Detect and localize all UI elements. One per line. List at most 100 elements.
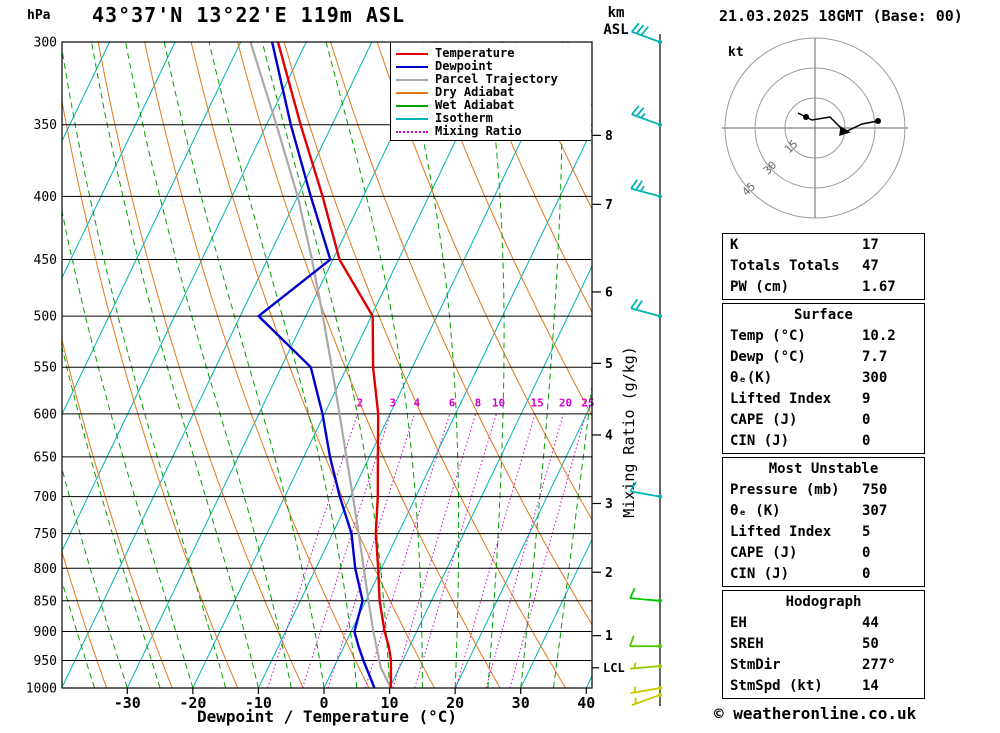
stats-row-label: Lifted Index (730, 524, 832, 540)
stats-row-label: Totals Totals (730, 258, 840, 274)
stats-row-value: 0 (862, 433, 871, 449)
stats-row-value: 44 (862, 615, 879, 631)
stats-row: Lifted Index 9 (723, 389, 924, 410)
svg-text:20: 20 (559, 397, 572, 410)
km-axis: 1 2 3 4 5 6 7 8 LCL (592, 129, 625, 675)
svg-text:450: 450 (34, 253, 57, 268)
stats-row-value: 277° (862, 657, 896, 673)
stats-row-value: 47 (862, 258, 879, 274)
svg-text:3: 3 (605, 497, 613, 512)
svg-text:750: 750 (34, 527, 57, 542)
stats-row: Dewp (°C) 7.7 (723, 347, 924, 368)
svg-text:8: 8 (605, 129, 613, 144)
wind-barb (631, 22, 662, 44)
svg-text:25: 25 (581, 397, 594, 410)
wind-barb (629, 587, 662, 603)
legend-item-label: Temperature (435, 46, 515, 60)
legend-item: Mixing Ratio (396, 124, 591, 138)
legend: Temperature Dewpoint Parcel Trajectory Dry … (390, 43, 591, 141)
parcel-trajectory-curve (249, 42, 392, 688)
stats-row-label: StmDir (730, 657, 781, 673)
svg-text:500: 500 (34, 310, 57, 325)
date-header: 21.03.2025 18GMT (Base: 00) (719, 7, 963, 25)
stats-row-label: Lifted Index (730, 391, 832, 407)
legend-item: Wet Adiabat (396, 98, 591, 112)
svg-text:6: 6 (449, 397, 456, 410)
svg-text:4: 4 (413, 397, 420, 410)
km-axis-unit: km ASL (596, 5, 636, 39)
stats-row-value: 1.67 (862, 279, 896, 295)
svg-text:800: 800 (34, 562, 57, 577)
stats-row-label: θₑ (K) (730, 503, 781, 519)
svg-text:850: 850 (34, 594, 57, 609)
isotherm-lines (62, 42, 592, 688)
km-axis-unit-km: km (607, 5, 625, 21)
hodograph-trace (797, 112, 879, 133)
hodograph-trace-dot (803, 114, 809, 120)
plot-border (61, 41, 593, 689)
svg-text:-10: -10 (245, 694, 272, 712)
stats-row: Temp (°C) 10.2 (723, 326, 924, 347)
stats-row-label: Pressure (mb) (730, 482, 840, 498)
stats-row: K 17 (723, 235, 924, 256)
hodograph-trace-dot (875, 118, 881, 124)
legend-line-swatch (396, 91, 428, 94)
stats-row-value: 7.7 (862, 349, 888, 365)
svg-text:1000: 1000 (26, 682, 57, 697)
wind-barb (631, 105, 662, 127)
pressure-axis-unit: hPa (27, 8, 51, 23)
stats-table: Hodograph EH 44 SREH 50 StmDir 277° StmSpd (kt)… (722, 590, 925, 699)
svg-text:LCL: LCL (603, 661, 625, 675)
mixing-ratio-lines (267, 413, 587, 688)
svg-text:6: 6 (605, 285, 613, 300)
stats-row: StmDir 277° (723, 655, 924, 676)
svg-text:7: 7 (605, 198, 613, 213)
svg-text:550: 550 (34, 361, 57, 376)
stats-row: Pressure (mb) 750 (723, 480, 924, 501)
stats-row-value: 14 (862, 678, 879, 694)
legend-line-swatch (396, 65, 428, 68)
legend-item: Dewpoint (396, 59, 591, 73)
stats-row: PW (cm) 1.67 (723, 277, 924, 298)
stats-row-value: 10.2 (862, 328, 896, 344)
mixing-ratio-axis-label: Mixing Ratio (g/kg) (620, 346, 638, 518)
skewt-background-lines (62, 42, 592, 688)
legend-item-label: Mixing Ratio (435, 124, 522, 138)
svg-text:15: 15 (531, 397, 544, 410)
legend-item: Dry Adiabat (396, 85, 591, 99)
stats-panel: K 17 Totals Totals 47 PW (cm) 1.67 Surface Temp… (722, 233, 925, 702)
stats-row-value: 0 (862, 566, 871, 582)
storm-motion-marker (839, 126, 851, 136)
hodograph-unit-label: kt (728, 45, 744, 60)
stats-row-label: θₑ(K) (730, 370, 773, 386)
km-axis-unit-asl: ASL (603, 22, 629, 38)
stats-row-label: CAPE (J) (730, 412, 798, 428)
svg-text:650: 650 (34, 450, 57, 465)
wind-barb (629, 481, 662, 499)
stats-table-header: Hodograph (785, 594, 862, 610)
stats-row-label: CAPE (J) (730, 545, 798, 561)
legend-item: Parcel Trajectory (396, 72, 591, 86)
svg-text:20: 20 (446, 694, 464, 712)
legend-item-label: Dewpoint (435, 59, 493, 73)
stats-row: CIN (J) 0 (723, 431, 924, 452)
stats-row: θₑ (K) 307 (723, 501, 924, 522)
stats-row-value: 300 (862, 370, 888, 386)
legend-item-label: Dry Adiabat (435, 85, 515, 99)
stats-row-label: CIN (J) (730, 433, 790, 449)
temperature-curve (276, 42, 393, 688)
legend-item-label: Parcel Trajectory (435, 72, 558, 86)
stats-row: CAPE (J) 0 (723, 543, 924, 564)
wind-barb (629, 635, 662, 649)
stats-row: θₑ(K) 300 (723, 368, 924, 389)
stats-row-value: 50 (862, 636, 879, 652)
stats-row-label: StmSpd (kt) (730, 678, 823, 694)
chart-title: 43°37'N 13°22'E 119m ASL (92, 3, 405, 27)
svg-text:5: 5 (605, 357, 613, 372)
svg-text:8: 8 (475, 397, 482, 410)
stats-row: StmSpd (kt) 14 (723, 676, 924, 697)
svg-text:30: 30 (512, 694, 530, 712)
svg-text:400: 400 (34, 190, 57, 205)
stats-row-value: 0 (862, 412, 871, 428)
